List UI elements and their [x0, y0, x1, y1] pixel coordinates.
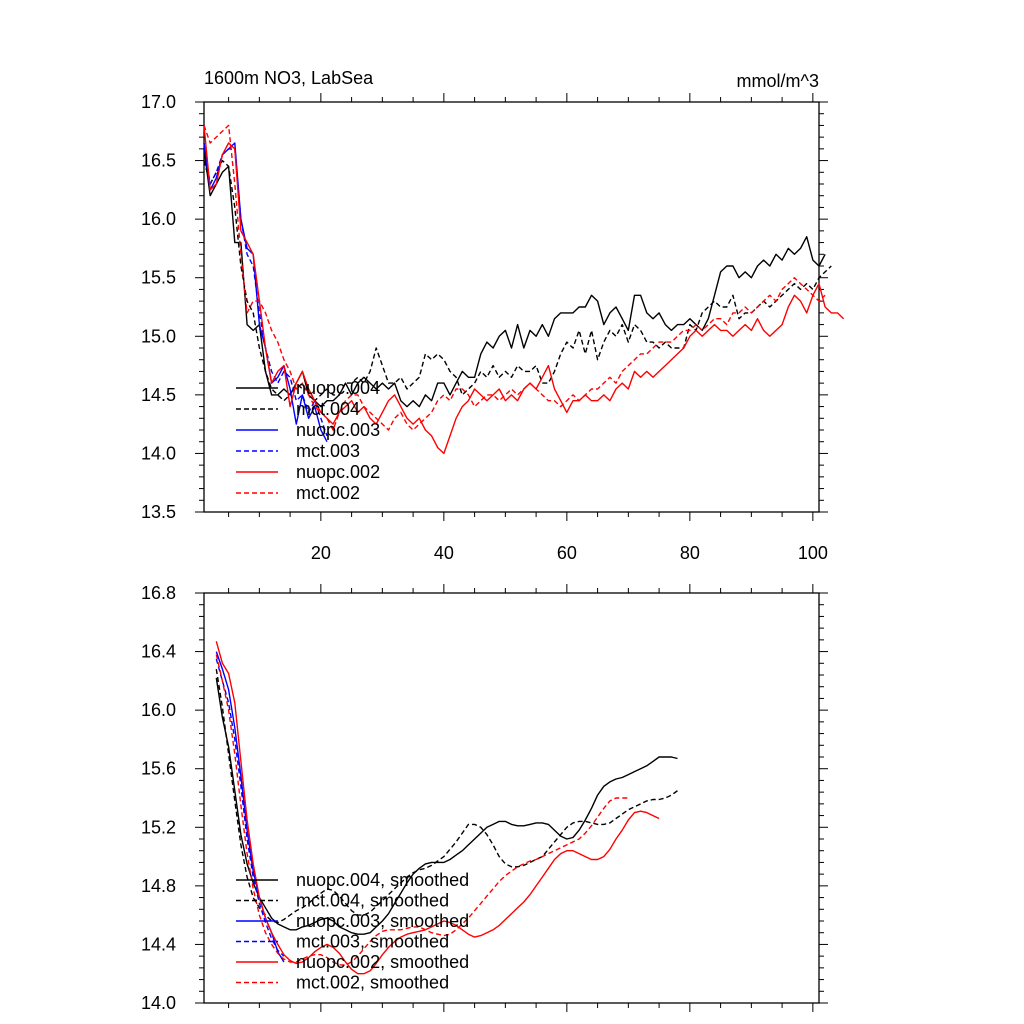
- y-tick-label: 16.5: [141, 151, 176, 171]
- plot-frame: [203, 101, 820, 513]
- y-tick-label: 15.6: [141, 759, 176, 779]
- series-line-nuopc-002-smoothed: [215, 641, 660, 975]
- y-tick-label: 16.0: [141, 209, 176, 229]
- y-tick-label: 14.8: [141, 876, 176, 896]
- legend-label: nuopc.003, smoothed: [296, 911, 469, 931]
- chart-title: 1600m NO3, LabSea: [204, 68, 374, 88]
- y-tick-label: 17.0: [141, 92, 176, 112]
- legend-label: nuopc.004: [296, 378, 380, 398]
- series-line-mct-003-smoothed: [215, 658, 285, 957]
- y-tick-label: 16.8: [141, 583, 176, 603]
- units-label: mmol/m^3: [737, 71, 819, 91]
- y-tick-label: 14.0: [141, 993, 176, 1013]
- x-tick-label: 80: [680, 543, 700, 563]
- y-tick-label: 15.5: [141, 268, 176, 288]
- y-tick-label: 14.4: [141, 934, 176, 954]
- bottom-panel: 14.0 14.4 14.8 15.2 15.6 16.0 16.4 16.8 nuopc.00…: [141, 583, 828, 1013]
- x-tick-label: 20: [311, 543, 331, 563]
- legend-label: nuopc.002, smoothed: [296, 952, 469, 972]
- legend-label: nuopc.004, smoothed: [296, 870, 469, 890]
- legend-label: mct.004, smoothed: [296, 891, 449, 911]
- plot-frame: [203, 592, 820, 1004]
- legend-label: mct.002: [296, 483, 360, 503]
- y-tick-label: 16.4: [141, 642, 176, 662]
- y-tick-label: 13.5: [141, 502, 176, 522]
- legend-label: mct.004: [296, 399, 360, 419]
- legend-label: nuopc.002: [296, 462, 380, 482]
- y-tick-label: 14.0: [141, 443, 176, 463]
- series-line-mct-004-smoothed: [215, 668, 678, 924]
- series-line-mct-002-smoothed: [215, 654, 629, 966]
- series-line-mct-002: [203, 124, 826, 431]
- x-tick-label: 60: [557, 543, 577, 563]
- legend-label: nuopc.003: [296, 420, 380, 440]
- x-tick-label: 100: [798, 543, 828, 563]
- legend-label: mct.003, smoothed: [296, 932, 449, 952]
- legend-label: mct.002, smoothed: [296, 973, 449, 993]
- y-tick-label: 16.0: [141, 700, 176, 720]
- top-panel: 13.5 14.0 14.5 15.0 15.5 16.0 16.5 17.0 20 40 60 80…: [141, 92, 845, 563]
- x-tick-label: 40: [434, 543, 454, 563]
- series-line-nuopc-004-smoothed: [215, 677, 678, 935]
- y-tick-label: 15.0: [141, 326, 176, 346]
- series-line-nuopc-004: [203, 148, 826, 408]
- y-tick-label: 15.2: [141, 817, 176, 837]
- legend-label: mct.003: [296, 441, 360, 461]
- y-tick-label: 14.5: [141, 385, 176, 405]
